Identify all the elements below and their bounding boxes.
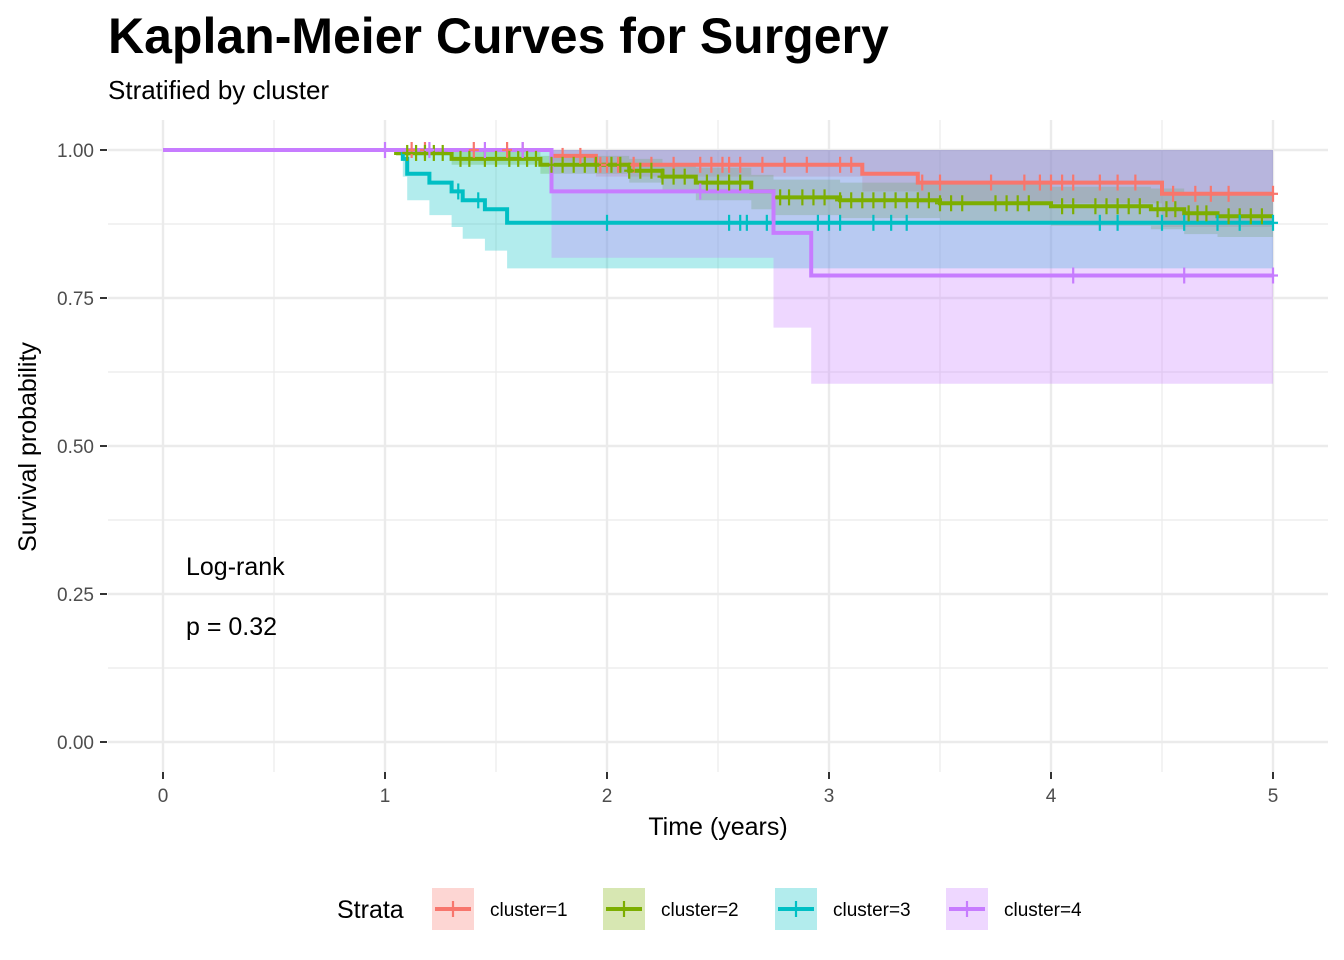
- y-tick-label: 0.00: [57, 733, 94, 754]
- axes: 0 1 2 3 4 5 0.00 0.25 0.50 0.75 1.00: [57, 141, 1278, 807]
- x-tick-label: 1: [380, 786, 391, 807]
- ci-band-cluster-2: [163, 150, 1273, 237]
- y-tick-label: 1.00: [57, 141, 94, 162]
- legend-label-cluster-2: cluster=2: [661, 900, 739, 921]
- logrank-label: Log-rank: [186, 553, 285, 581]
- y-tick-label: 0.75: [57, 289, 94, 310]
- logrank-pvalue: p = 0.32: [186, 613, 277, 641]
- y-tick-label: 0.50: [57, 437, 94, 458]
- x-tick-label: 5: [1268, 786, 1279, 807]
- x-tick-label: 4: [1046, 786, 1057, 807]
- y-tick-label: 0.25: [57, 585, 94, 606]
- x-tick-label: 2: [602, 786, 613, 807]
- censor-marks: [380, 142, 1278, 284]
- ci-band-cluster-3: [163, 150, 1273, 269]
- chart-subtitle: Stratified by cluster: [108, 75, 329, 105]
- legend-label-cluster-3: cluster=3: [833, 900, 911, 921]
- km-curve-cluster-3: [163, 148, 1273, 225]
- legend-label-cluster-4: cluster=4: [1004, 900, 1082, 921]
- legend-label-cluster-1: cluster=1: [490, 900, 568, 921]
- x-tick-label: 3: [824, 786, 835, 807]
- legend-title: Strata: [337, 896, 404, 924]
- ci-band-cluster-1: [163, 150, 1273, 227]
- x-axis-label: Time (years): [648, 813, 787, 841]
- x-tick-label: 0: [158, 786, 169, 807]
- chart-title: Kaplan-Meier Curves for Surgery: [108, 8, 889, 64]
- legend: Strata cluster=1 cluster=2 cluster=3 cluste…: [337, 888, 1082, 930]
- y-axis-label: Survival probability: [14, 342, 42, 552]
